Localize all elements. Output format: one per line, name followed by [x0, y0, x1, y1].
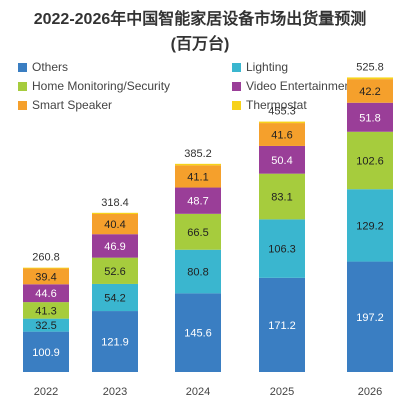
bar-smart-speaker-2026	[347, 79, 393, 103]
data-label-home-monitoring-security-2025: 83.1	[271, 192, 292, 204]
data-label-others-2023: 121.9	[101, 337, 129, 349]
legend: Others Lighting Home Monitoring/Security Vi…	[18, 60, 355, 112]
bar-video-entertainment-2024	[175, 187, 221, 214]
total-label-2023: 318.4	[101, 197, 129, 209]
bar-thermostat-2023	[92, 212, 138, 214]
data-label-home-monitoring-security-2022: 41.3	[35, 305, 56, 317]
data-label-video-entertainment-2023: 46.9	[104, 241, 125, 253]
bar-others-2023	[92, 311, 138, 372]
chart-title: 2022-2026年中国智能家居设备市场出货量预测	[34, 9, 367, 28]
bar-others-2022	[23, 331, 69, 372]
bar-thermostat-2024	[175, 163, 221, 166]
bar-smart-speaker-2023	[92, 214, 138, 235]
data-label-lighting-2026: 129.2	[356, 220, 384, 232]
data-label-home-monitoring-security-2023: 52.6	[104, 266, 125, 278]
data-label-smart-speaker-2022: 39.4	[35, 271, 56, 283]
bar-others-2026	[347, 261, 393, 372]
bar-smart-speaker-2022	[23, 268, 69, 285]
total-label-2026: 525.8	[356, 61, 384, 73]
x-tick-2025: 2025	[270, 386, 294, 398]
bar-home-monitoring-security-2025	[259, 173, 305, 220]
legend-label-home-monitoring-security: Home Monitoring/Security	[32, 79, 170, 93]
total-label-2024: 385.2	[184, 148, 212, 160]
data-label-lighting-2024: 80.8	[187, 267, 208, 279]
bar-thermostat-2022	[23, 267, 69, 269]
legend-swatch-thermostat	[232, 101, 241, 110]
bar-others-2024	[175, 293, 221, 372]
data-label-others-2024: 145.6	[184, 328, 212, 340]
x-tick-2022: 2022	[34, 386, 58, 398]
legend-swatch-lighting	[232, 63, 241, 72]
bar-home-monitoring-security-2022	[23, 302, 69, 319]
bar-lighting-2024	[175, 249, 221, 294]
x-tick-2024: 2024	[186, 386, 210, 398]
x-tick-2023: 2023	[103, 386, 127, 398]
bar-home-monitoring-security-2023	[92, 257, 138, 284]
bar-lighting-2025	[259, 219, 305, 278]
data-label-home-monitoring-security-2024: 66.5	[187, 227, 208, 239]
legend-label-thermostat: Thermostat	[246, 98, 307, 112]
total-label-2025: 455.3	[268, 106, 296, 118]
bar-smart-speaker-2024	[175, 165, 221, 188]
legend-label-lighting: Lighting	[246, 60, 288, 74]
data-label-others-2022: 100.9	[32, 347, 60, 359]
data-label-home-monitoring-security-2026: 102.6	[356, 155, 384, 167]
bar-video-entertainment-2026	[347, 102, 393, 132]
legend-swatch-smart-speaker	[18, 101, 27, 110]
bar-video-entertainment-2025	[259, 145, 305, 174]
bar-lighting-2023	[92, 283, 138, 312]
data-label-smart-speaker-2024: 41.1	[187, 171, 208, 183]
legend-label-smart-speaker: Smart Speaker	[32, 98, 112, 112]
bar-thermostat-2025	[259, 121, 305, 124]
data-label-video-entertainment-2026: 51.8	[359, 112, 380, 124]
data-label-smart-speaker-2025: 41.6	[271, 130, 292, 142]
data-label-video-entertainment-2025: 50.4	[271, 155, 292, 167]
data-label-lighting-2023: 54.2	[104, 293, 125, 305]
legend-label-video-entertainment: Video Entertainment	[246, 79, 355, 93]
bar-lighting-2022	[23, 318, 69, 332]
data-label-smart-speaker-2026: 42.2	[359, 86, 380, 98]
chart-subtitle: (百万台)	[171, 34, 230, 53]
data-label-video-entertainment-2024: 48.7	[187, 196, 208, 208]
data-label-others-2026: 197.2	[356, 312, 384, 324]
bar-smart-speaker-2025	[259, 123, 305, 146]
data-label-smart-speaker-2023: 40.4	[104, 219, 125, 231]
bar-video-entertainment-2023	[92, 234, 138, 258]
bar-video-entertainment-2022	[23, 284, 69, 303]
data-label-lighting-2022: 32.5	[35, 320, 56, 332]
bar-others-2025	[259, 277, 305, 372]
x-tick-2026: 2026	[358, 386, 382, 398]
legend-swatch-home-monitoring-security	[18, 82, 27, 91]
bar-home-monitoring-security-2024	[175, 213, 221, 250]
data-label-video-entertainment-2022: 44.6	[35, 288, 56, 300]
total-label-2022: 260.8	[32, 252, 60, 264]
bar-lighting-2026	[347, 189, 393, 262]
plot-area: 100.9 32.5 41.3 44.6 39.4 260.8 2022 121.9 54.2 5…	[23, 61, 393, 398]
data-label-lighting-2025: 106.3	[268, 244, 296, 256]
legend-label-others: Others	[32, 60, 68, 74]
legend-swatch-video-entertainment	[232, 82, 241, 91]
data-label-others-2025: 171.2	[268, 320, 296, 332]
bar-thermostat-2026	[347, 77, 393, 80]
legend-swatch-others	[18, 63, 27, 72]
bar-home-monitoring-security-2026	[347, 131, 393, 190]
